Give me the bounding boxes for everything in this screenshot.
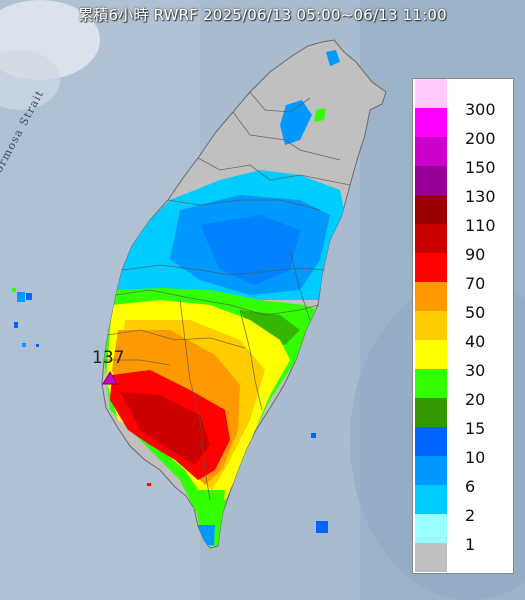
legend-label: 130 xyxy=(465,186,496,206)
legend-label: 15 xyxy=(465,418,486,438)
legend-label: 50 xyxy=(465,302,486,322)
offshore-islands xyxy=(12,288,328,533)
legend-row: 50 xyxy=(413,282,513,322)
legend-swatch xyxy=(415,282,447,311)
legend-label: 150 xyxy=(465,157,496,177)
legend-label: 40 xyxy=(465,331,486,351)
legend-swatch xyxy=(415,79,447,108)
legend-swatch xyxy=(415,485,447,514)
legend-label: 20 xyxy=(465,389,486,409)
legend-label: 90 xyxy=(465,244,486,264)
legend-swatch xyxy=(415,456,447,485)
legend-swatch xyxy=(415,195,447,224)
legend-swatch xyxy=(415,369,447,398)
color-legend: 300 200 150 130 110 90 70 50 40 30 20 15 10 6 2 1 xyxy=(412,78,514,574)
legend-swatch xyxy=(415,253,447,282)
legend-row: 300 xyxy=(413,79,513,119)
legend-label: 2 xyxy=(465,505,476,525)
max-value-label: 137 xyxy=(92,348,125,368)
legend-swatch xyxy=(415,137,447,166)
legend-swatch xyxy=(415,311,447,340)
county-boundaries xyxy=(104,91,351,501)
legend-swatch xyxy=(415,108,447,137)
legend-row: 15 xyxy=(413,398,513,438)
legend-row: 110 xyxy=(413,195,513,235)
legend-row: 90 xyxy=(413,224,513,264)
legend-row: 150 xyxy=(413,137,513,177)
legend-row: 30 xyxy=(413,340,513,380)
legend-swatch xyxy=(415,543,447,572)
legend-swatch xyxy=(415,514,447,543)
legend-swatch xyxy=(415,340,447,369)
max-rainfall-marker xyxy=(102,371,118,385)
legend-row: 2 xyxy=(413,485,513,525)
legend-label: 1 xyxy=(465,534,476,554)
legend-row: 6 xyxy=(413,456,513,496)
legend-swatch xyxy=(415,224,447,253)
legend-label: 30 xyxy=(465,360,486,380)
legend-label: 300 xyxy=(465,99,496,119)
legend-label: 6 xyxy=(465,476,476,496)
legend-row: 20 xyxy=(413,369,513,409)
legend-swatch xyxy=(415,398,447,427)
legend-label: 110 xyxy=(465,215,496,235)
legend-row xyxy=(413,543,513,572)
map-title: 累積6小時 RWRF 2025/06/13 05:00~06/13 11:00 xyxy=(78,6,447,24)
legend-row: 40 xyxy=(413,311,513,351)
legend-row: 10 xyxy=(413,427,513,467)
legend-swatch xyxy=(415,427,447,456)
legend-row: 1 xyxy=(413,514,513,554)
legend-label: 70 xyxy=(465,273,486,293)
legend-label: 200 xyxy=(465,128,496,148)
legend-swatch xyxy=(415,166,447,195)
legend-row: 200 xyxy=(413,108,513,148)
legend-label: 10 xyxy=(465,447,486,467)
legend-row: 130 xyxy=(413,166,513,206)
legend-row: 70 xyxy=(413,253,513,293)
